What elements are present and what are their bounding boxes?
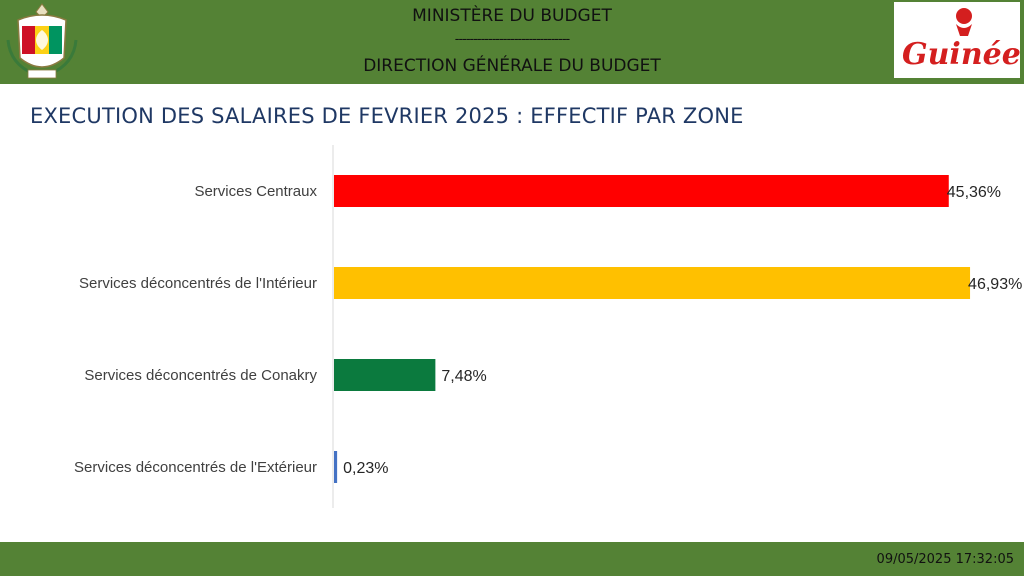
data-label: 7,48%: [441, 368, 486, 385]
page-title: EXECUTION DES SALAIRES DE FEVRIER 2025 :…: [30, 104, 744, 128]
bar: [334, 451, 338, 483]
direction-title: DIRECTION GÉNÉRALE DU BUDGET: [363, 56, 661, 76]
header-separator: -------------------------------: [454, 32, 570, 47]
category-label: Services déconcentrés de l'Extérieur: [74, 459, 317, 476]
bar-chart: Services Centraux 45,36% Services déconcen…: [74, 145, 1022, 508]
coat-of-arms-icon: [6, 3, 78, 79]
category-label: Services déconcentrés de l'Intérieur: [79, 275, 317, 292]
data-label: 46,93%: [968, 276, 1022, 293]
category-label: Services Centraux: [194, 183, 317, 200]
data-label: 45,36%: [947, 184, 1001, 201]
logo-text: Guinée: [902, 37, 1020, 72]
bar: [334, 175, 949, 207]
header-band: MINISTÈRE DU BUDGET --------------------…: [0, 0, 1024, 84]
ministry-title: MINISTÈRE DU BUDGET: [412, 6, 612, 26]
category-label: Services déconcentrés de Conakry: [84, 367, 317, 384]
bar: [334, 267, 971, 299]
footer-band: 09/05/2025 17:32:05: [0, 542, 1024, 576]
timestamp: 09/05/2025 17:32:05: [876, 552, 1014, 567]
data-label: 0,23%: [343, 460, 388, 477]
guinee-logo: Guinée: [894, 2, 1020, 78]
bar: [334, 359, 436, 391]
